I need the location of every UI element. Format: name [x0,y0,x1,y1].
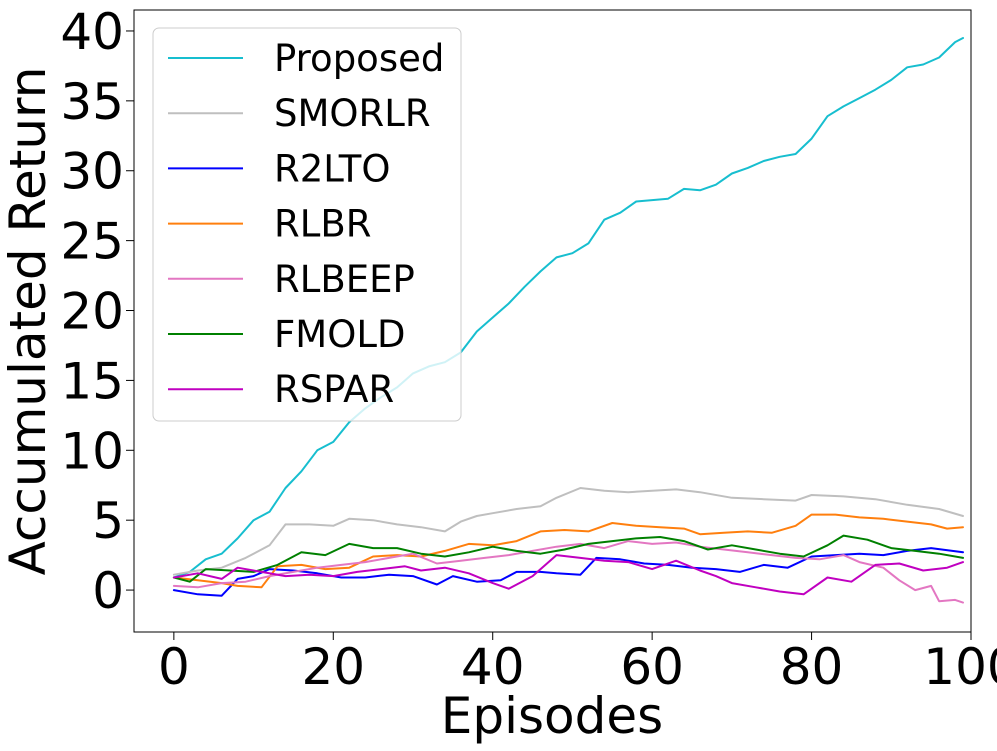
x-tick-label: 0 [158,638,190,696]
series-line-rlbeep [172,540,964,604]
x-axis: 0 20 40 60 80 100 [158,632,997,696]
x-tick-label: 100 [923,638,997,696]
x-axis-title: Episodes [441,687,663,745]
x-tick-label: 80 [780,638,844,696]
legend-label-fmold: FMOLD [274,313,405,356]
y-tick-label: 30 [60,143,124,201]
series-line-fmold [172,534,964,583]
legend-frame [152,27,462,422]
y-tick-label: 35 [60,73,124,131]
x-tick-label: 20 [301,638,365,696]
y-tick-label: 0 [92,562,124,620]
legend-label-rlbr: RLBR [274,203,371,246]
y-tick-label: 10 [60,422,124,480]
x-tick-label: 60 [620,638,684,696]
y-tick-label: 25 [60,213,124,271]
legend-label-rspar: RSPAR [274,368,394,411]
series-line-proposed [172,37,964,579]
x-tick-label: 40 [461,638,525,696]
legend-label-r2lto: R2LTO [274,147,391,190]
y-tick-label: 20 [60,283,124,341]
legend-label-proposed: Proposed [274,37,444,80]
plot-frame [133,9,972,633]
y-tick-label: 40 [60,3,124,61]
y-axis-title: Accumulated Return [0,67,57,576]
series-line-rlbr [172,513,964,589]
legend-label-smorlr: SMORLR [274,92,431,135]
series-line-smorlr [172,487,964,576]
y-axis: 0 5 10 15 20 25 30 35 40 [60,3,134,620]
legend: Proposed SMORLR R2LTO RLBR RLBEEP FMOLD RSPAR [152,27,462,422]
legend-label-rlbeep: RLBEEP [274,258,415,301]
series-layer [172,37,964,604]
y-tick-label: 15 [60,352,124,410]
series-line-rspar [172,554,964,596]
y-tick-label: 5 [92,492,124,550]
series-line-r2lto [172,547,964,597]
